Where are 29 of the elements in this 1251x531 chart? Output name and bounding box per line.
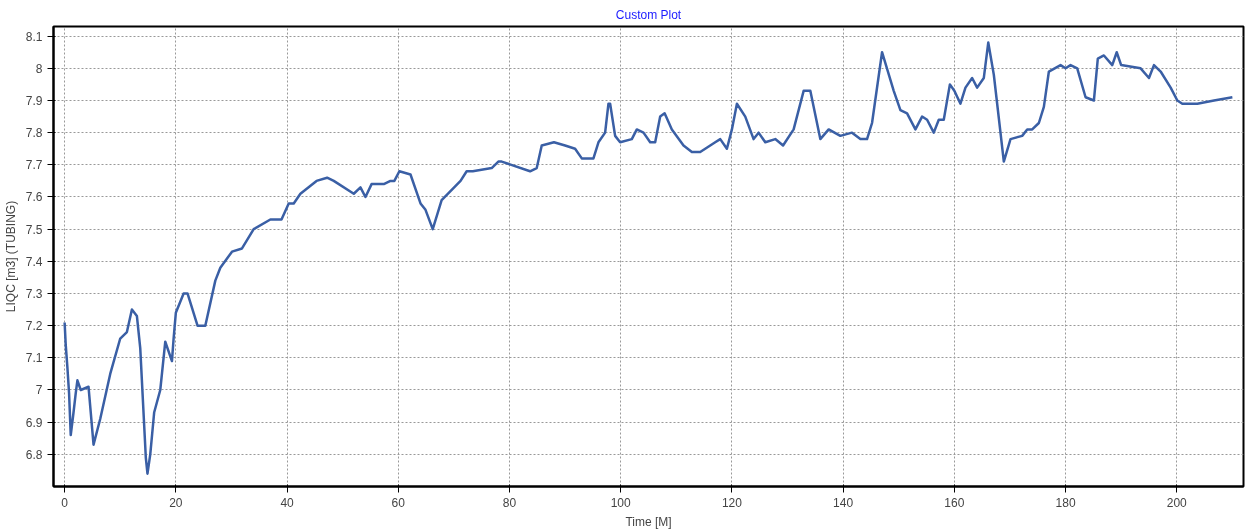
y-tick-label: 8.1 [25,29,43,44]
x-tick-label: 20 [169,495,183,510]
y-tick-label: 7 [35,383,43,398]
y-tick-label: 6.9 [25,415,43,430]
x-tick-label: 80 [502,495,517,510]
chart-title: Custom Plot [615,7,682,22]
y-tick-label: 7.8 [25,126,43,141]
x-tick-label: 200 [1166,495,1188,510]
x-tick-label: 180 [1055,495,1076,510]
y-tick-label: 7.7 [25,158,43,173]
y-tick-label: 6.8 [25,447,43,462]
y-tick-label: 7.4 [25,254,43,269]
x-tick-label: 160 [944,495,965,510]
y-tick-label: 7.9 [25,93,43,108]
x-tick-label: 140 [833,495,854,510]
x-tick-label: 40 [280,495,295,510]
y-tick-label: 8 [35,61,43,76]
x-tick-label: 0 [61,495,69,510]
x-axis-title: Time [M] [625,514,672,529]
y-tick-label: 7.5 [25,222,43,237]
x-tick-label: 100 [610,495,632,510]
y-axis-title: LIQC [m3] (TUBING) [3,200,18,313]
x-tick-label: 120 [721,495,743,510]
y-tick-label: 7.2 [25,319,43,334]
line-series [63,41,1234,475]
y-tick-label: 7.6 [25,190,43,205]
x-tick-label: 60 [391,495,406,510]
y-tick-label: 7.3 [25,286,43,301]
y-tick-label: 7.1 [25,351,43,366]
